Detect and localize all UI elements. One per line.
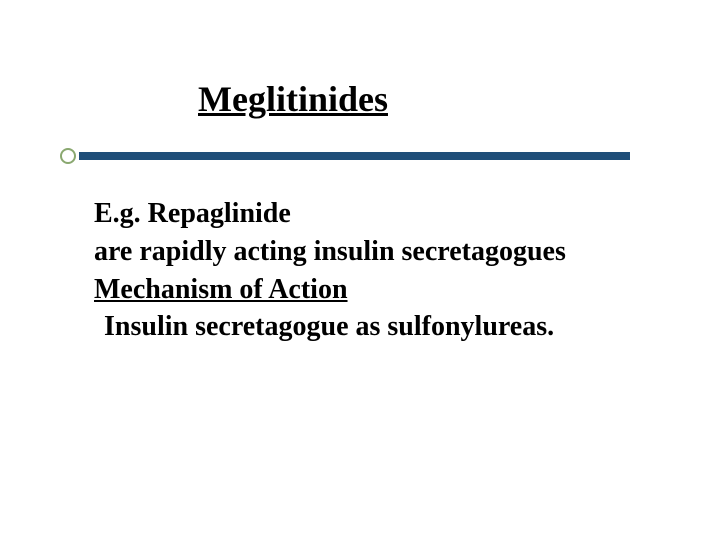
body-line: are rapidly acting insulin secretagogues bbox=[94, 234, 654, 270]
accent-row bbox=[60, 142, 630, 168]
body-line: Mechanism of Action bbox=[94, 272, 654, 308]
slide-title: Meglitinides bbox=[198, 78, 720, 120]
accent-bar bbox=[79, 152, 630, 160]
body-line: Insulin secretagogue as sulfonylureas. bbox=[94, 309, 654, 345]
slide: Meglitinides E.g. Repaglinideare rapidly… bbox=[0, 0, 720, 540]
bullet-icon bbox=[60, 148, 76, 164]
body-line: E.g. Repaglinide bbox=[94, 196, 654, 232]
slide-body: E.g. Repaglinideare rapidly acting insul… bbox=[94, 196, 654, 347]
